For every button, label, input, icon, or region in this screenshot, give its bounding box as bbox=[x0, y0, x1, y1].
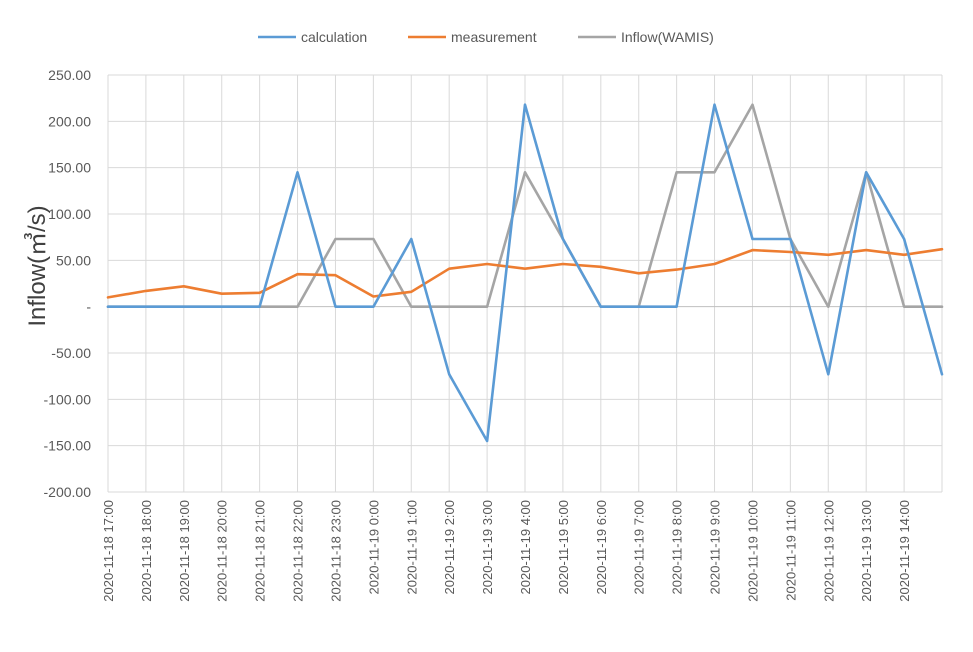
y-tick-label: -150.00 bbox=[44, 438, 92, 454]
legend-label: calculation bbox=[301, 29, 367, 45]
y-tick-label: 200.00 bbox=[48, 113, 91, 129]
x-tick-label: 2020-11-18 22:00 bbox=[291, 500, 306, 602]
x-tick-label: 2020-11-19 14:00 bbox=[897, 500, 912, 602]
x-tick-label: 2020-11-19 1:00 bbox=[404, 500, 419, 594]
y-tick-label: 150.00 bbox=[48, 160, 91, 176]
x-tick-label: 2020-11-19 11:00 bbox=[783, 500, 798, 601]
legend: calculation measurement Inflow(WAMIS) bbox=[258, 29, 714, 45]
y-tick-label: -200.00 bbox=[44, 484, 92, 500]
x-tick-label: 2020-11-18 21:00 bbox=[253, 500, 268, 602]
x-tick-label: 2020-11-19 4:00 bbox=[518, 500, 533, 594]
x-tick-label: 2020-11-18 23:00 bbox=[328, 500, 343, 602]
x-tick-label: 2020-11-19 6:00 bbox=[594, 500, 609, 594]
x-tick-label: 2020-11-18 18:00 bbox=[139, 500, 154, 602]
x-tick-label: 2020-11-19 0:00 bbox=[366, 500, 381, 594]
y-tick-label: 250.00 bbox=[48, 67, 91, 83]
x-axis-tick-labels: 2020-11-18 17:00 2020-11-18 18:00 2020-11-… bbox=[101, 500, 912, 602]
y-tick-label: 100.00 bbox=[48, 206, 91, 222]
x-tick-label: 2020-11-19 8:00 bbox=[670, 500, 685, 594]
legend-label: Inflow(WAMIS) bbox=[621, 29, 714, 45]
x-tick-label: 2020-11-19 9:00 bbox=[708, 500, 723, 594]
x-tick-label: 2020-11-19 2:00 bbox=[442, 500, 457, 594]
horizontal-gridlines bbox=[108, 74, 942, 493]
y-tick-label: 50.00 bbox=[56, 252, 91, 268]
x-tick-label: 2020-11-18 20:00 bbox=[215, 500, 230, 602]
y-tick-label: -100.00 bbox=[44, 391, 92, 407]
y-tick-label: -50.00 bbox=[51, 345, 91, 361]
legend-label: measurement bbox=[451, 29, 537, 45]
x-tick-label: 2020-11-19 13:00 bbox=[859, 500, 874, 602]
vertical-gridlines bbox=[107, 75, 943, 492]
series-line-calculation bbox=[106, 103, 944, 443]
x-tick-label: 2020-11-19 7:00 bbox=[632, 500, 647, 594]
x-tick-label: 2020-11-19 3:00 bbox=[480, 500, 495, 594]
x-tick-label: 2020-11-19 10:00 bbox=[745, 500, 760, 602]
x-tick-label: 2020-11-18 17:00 bbox=[101, 500, 116, 602]
x-tick-label: 2020-11-19 5:00 bbox=[556, 500, 571, 594]
series-line-measurement bbox=[106, 247, 944, 299]
y-axis-tick-labels: 250.00 200.00 150.00 100.00 50.00 - -50.00 -100… bbox=[44, 67, 92, 500]
x-tick-label: 2020-11-19 12:00 bbox=[821, 500, 836, 602]
x-tick-label: 2020-11-18 19:00 bbox=[177, 500, 192, 602]
series-lines bbox=[106, 103, 944, 443]
y-tick-label: - bbox=[86, 299, 91, 315]
y-axis-title: Inflow(㎥/s) bbox=[24, 205, 51, 326]
